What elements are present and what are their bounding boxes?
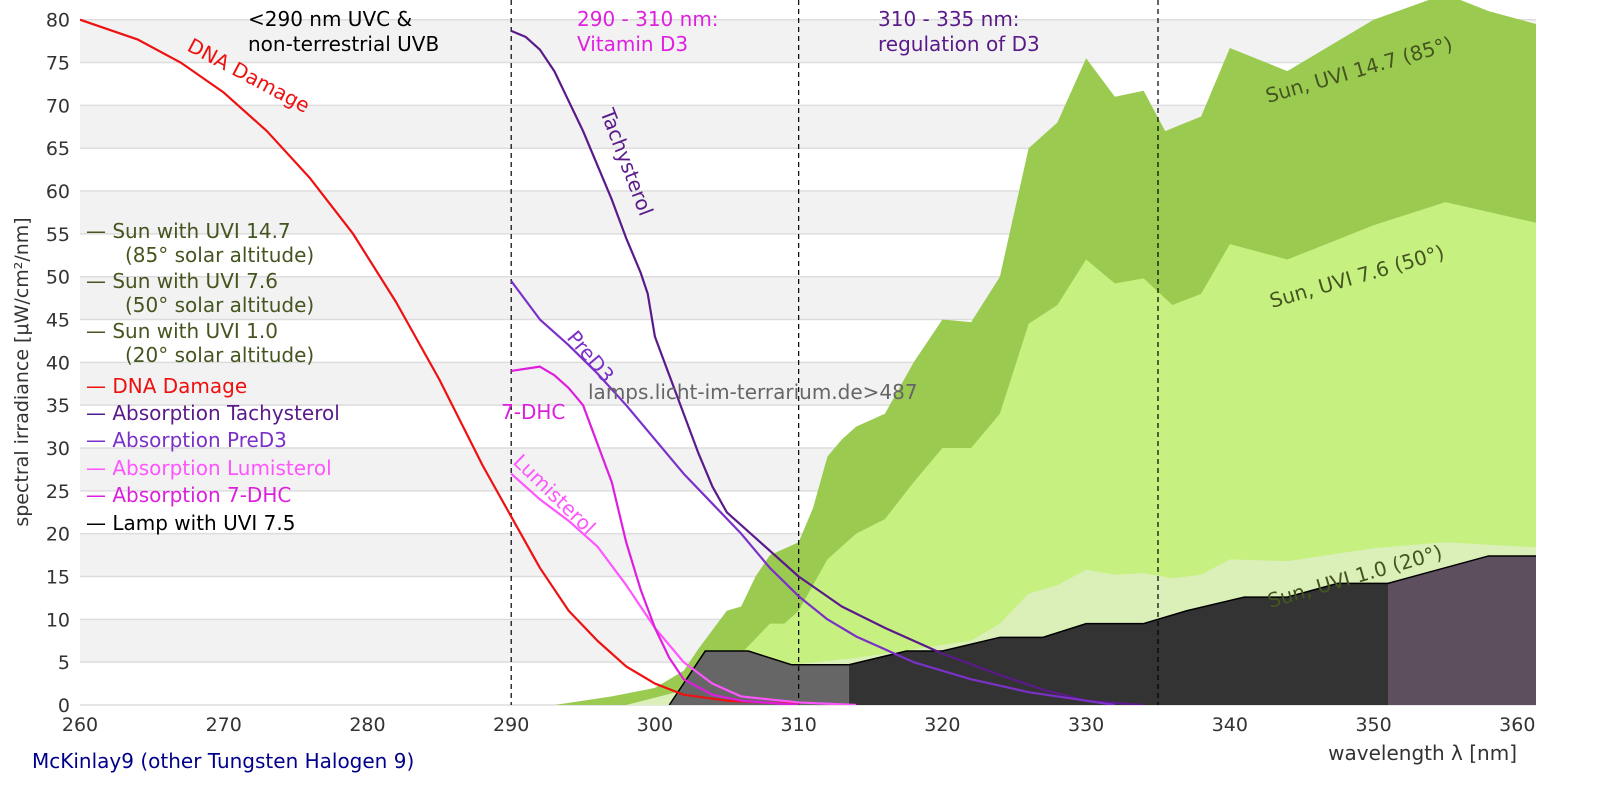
y-tick-label: 70 — [46, 95, 70, 117]
grid-band — [80, 19, 1536, 63]
legend-sun-1: — Sun with UVI 1.0 — [86, 319, 278, 343]
y-tick-label: 45 — [46, 310, 70, 332]
area-lamp-uva1 — [1387, 555, 1536, 705]
7dhc-curve-label: 7-DHC — [501, 400, 565, 424]
y-tick-label: 30 — [46, 438, 70, 460]
y-tick-label: 5 — [58, 652, 70, 674]
x-tick-label: 260 — [62, 714, 98, 736]
legend-dna: — DNA Damage — [86, 374, 247, 398]
y-tick-label: 50 — [46, 267, 70, 289]
y-tick-label: 55 — [46, 224, 70, 246]
area-series — [554, 0, 1536, 705]
region-label-uvc-2: non-terrestrial UVB — [248, 32, 439, 56]
lamp-outline — [668, 555, 1536, 705]
legend-sun-14-sub: (85° solar altitude) — [125, 243, 314, 267]
x-tick-label: 280 — [349, 714, 385, 736]
region-label-reg-2: regulation of D3 — [878, 32, 1040, 56]
x-tick-label: 340 — [1212, 714, 1248, 736]
area-lamp-uvb — [669, 651, 849, 705]
legend: — Sun with UVI 14.7 (85° solar altitude)… — [86, 219, 340, 535]
line-absorption-tachysterol — [510, 29, 1144, 705]
line-absorption-pred3 — [510, 280, 1116, 705]
area-lamp-uva2 — [848, 583, 1388, 705]
region-label-reg-1: 310 - 335 nm: — [878, 7, 1020, 31]
y-tick-label: 15 — [46, 567, 70, 589]
y-tick-label: 80 — [46, 10, 70, 32]
watermark: lamps.licht-im-terrarium.de>487 — [588, 380, 918, 404]
y-tick-label: 0 — [58, 695, 70, 717]
axis-ticks: 0 5 10 15 20 25 30 35 40 45 50 55 60 65 70 75 80 260 270 28… — [46, 10, 1536, 736]
legend-7dhc: — Absorption 7-DHC — [86, 483, 291, 507]
legend-lamp: — Lamp with UVI 7.5 — [86, 511, 295, 535]
x-tick-label: 360 — [1499, 714, 1535, 736]
legend-sun-7-sub: (50° solar altitude) — [125, 293, 314, 317]
region-dividers — [510, 0, 1159, 705]
x-tick-label: 310 — [781, 714, 817, 736]
region-label-vitd3-1: 290 - 310 nm: — [577, 7, 719, 31]
x-tick-label: 320 — [924, 714, 960, 736]
y-axis-label: spectral irradiance [μW/cm²/nm] — [11, 217, 33, 526]
region-label-uvc-1: <290 nm UVC & — [248, 7, 412, 31]
legend-sun-7: — Sun with UVI 7.6 — [86, 269, 278, 293]
line-series — [80, 18, 1144, 705]
x-tick-label: 330 — [1068, 714, 1104, 736]
line-absorption-7-dhc — [511, 365, 799, 705]
y-tick-label: 10 — [46, 609, 70, 631]
legend-pred3: — Absorption PreD3 — [86, 428, 287, 452]
y-tick-label: 40 — [46, 352, 70, 374]
legend-sun-14: — Sun with UVI 14.7 — [86, 219, 291, 243]
legend-lumisterol: — Absorption Lumisterol — [86, 456, 332, 480]
x-axis-label: wavelength λ [nm] — [1328, 741, 1517, 765]
y-tick-label: 60 — [46, 181, 70, 203]
x-tick-label: 290 — [493, 714, 529, 736]
legend-sun-1-sub: (20° solar altitude) — [125, 343, 314, 367]
lamp-caption: McKinlay9 (other Tungsten Halogen 9) — [32, 749, 414, 773]
x-tick-label: 270 — [206, 714, 242, 736]
y-tick-label: 65 — [46, 138, 70, 160]
x-tick-label: 300 — [637, 714, 673, 736]
y-tick-label: 35 — [46, 395, 70, 417]
legend-tachysterol: — Absorption Tachysterol — [86, 401, 340, 425]
region-label-vitd3-2: Vitamin D3 — [577, 32, 688, 56]
x-tick-label: 350 — [1355, 714, 1391, 736]
y-tick-label: 25 — [46, 481, 70, 503]
y-tick-label: 75 — [46, 53, 70, 75]
y-tick-label: 20 — [46, 524, 70, 546]
line-dna-damage — [80, 18, 799, 705]
